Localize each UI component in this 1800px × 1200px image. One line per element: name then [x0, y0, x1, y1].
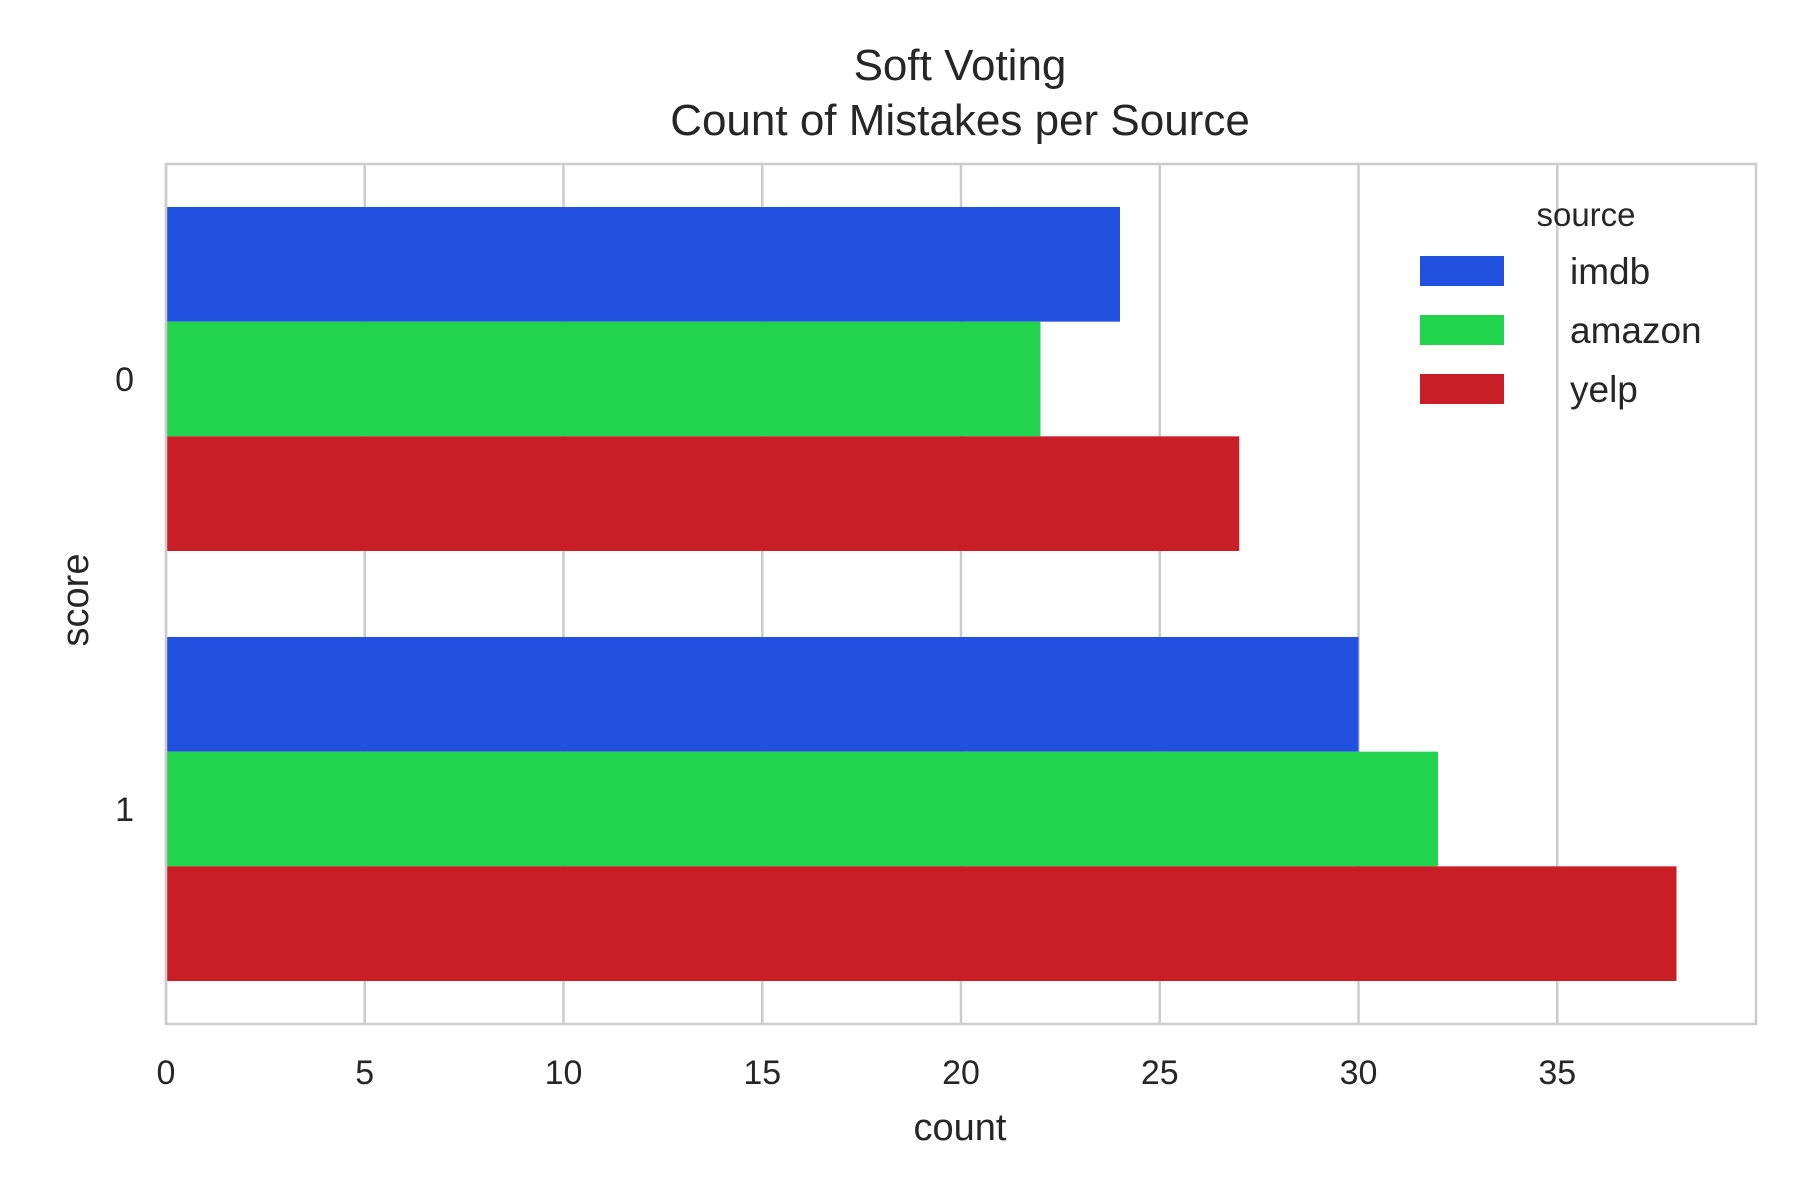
x-tick-label-5: 5 — [355, 1054, 374, 1092]
chart-subtitle: Count of Mistakes per Source — [670, 96, 1250, 145]
legend-swatch-amazon — [1420, 315, 1504, 345]
legend-label-amazon: amazon — [1570, 310, 1702, 351]
legend-label-yelp: yelp — [1570, 369, 1638, 410]
chart-title: Soft Voting — [854, 41, 1067, 90]
bars — [166, 207, 1677, 981]
x-axis-ticks: 0 5 10 15 20 25 30 35 — [157, 1054, 1577, 1092]
x-tick-label-0: 0 — [157, 1054, 176, 1092]
bar-amazon-score-1 — [166, 751, 1438, 867]
legend-title: source — [1536, 196, 1635, 233]
legend-items: imdb amazon yelp — [1420, 251, 1702, 410]
x-tick-label-25: 25 — [1141, 1054, 1179, 1092]
plot-frame — [164, 162, 1758, 1026]
bar-imdb-score-1 — [166, 637, 1359, 752]
x-tick-label-35: 35 — [1538, 1054, 1576, 1092]
bar-yelp-score-1 — [166, 866, 1677, 981]
bar-imdb-score-0 — [166, 207, 1120, 322]
x-tick-label-15: 15 — [743, 1054, 781, 1092]
legend-swatch-yelp — [1420, 374, 1504, 404]
legend: source imdb amazon yelp — [1420, 196, 1702, 410]
x-tick-label-10: 10 — [545, 1054, 583, 1092]
legend-swatch-imdb — [1420, 256, 1504, 286]
y-axis-ticks: 01 — [115, 361, 134, 829]
y-axis-label: score — [55, 554, 97, 647]
bar-yelp-score-0 — [166, 436, 1240, 551]
x-axis-label: count — [914, 1107, 1007, 1149]
y-tick-label-1: 1 — [115, 791, 134, 829]
x-tick-label-20: 20 — [942, 1054, 980, 1092]
bar-amazon-score-0 — [166, 321, 1041, 437]
x-tick-label-30: 30 — [1340, 1054, 1378, 1092]
legend-label-imdb: imdb — [1570, 251, 1650, 292]
y-tick-label-0: 0 — [115, 361, 134, 399]
